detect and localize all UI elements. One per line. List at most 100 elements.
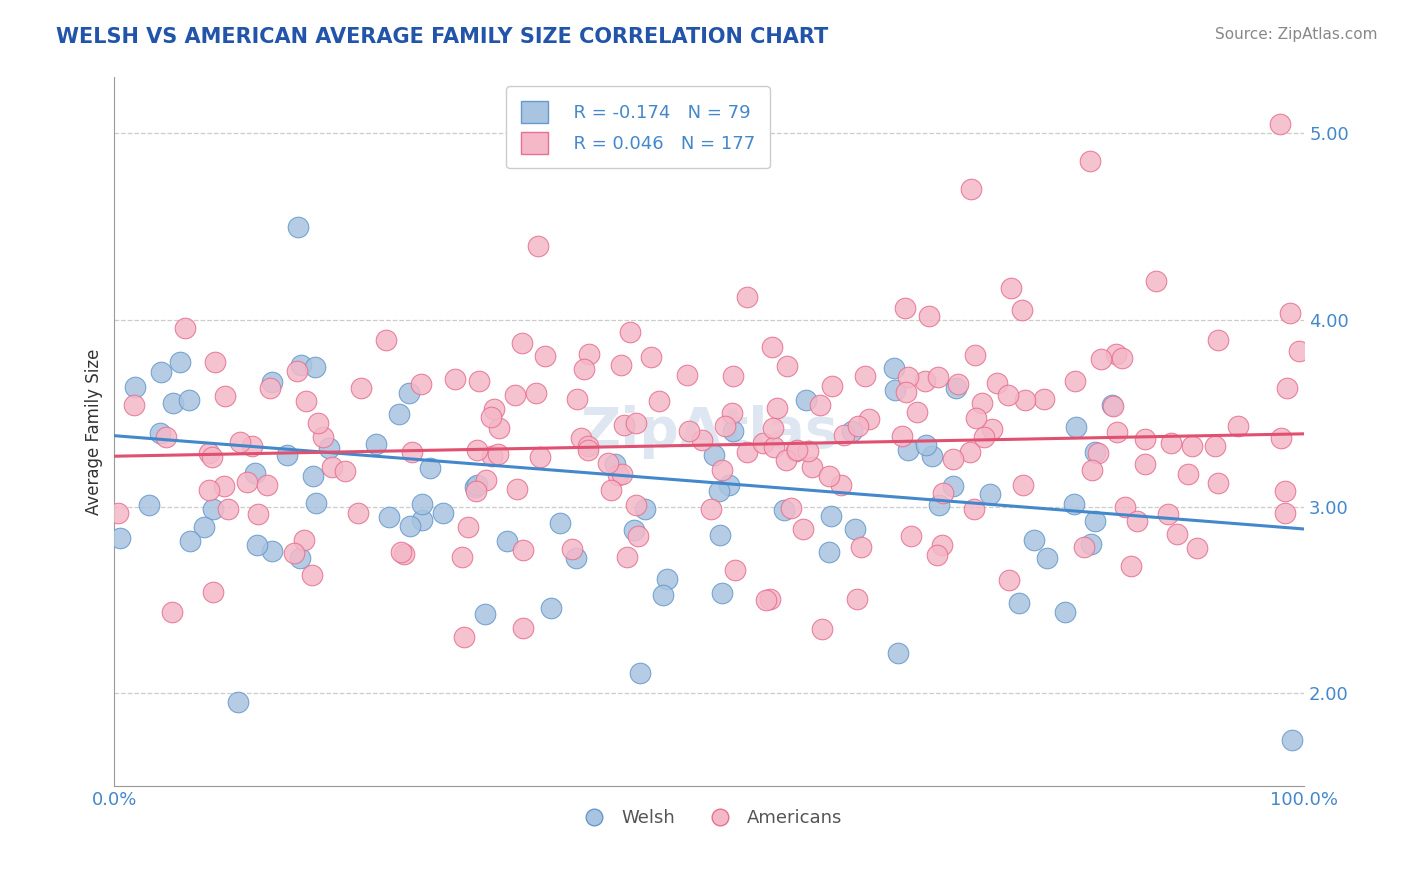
Point [896, 370, 918, 384]
Point [150, 365, 173, 379]
Point [616, 549, 638, 564]
Point [763, 440, 786, 454]
Point [1281, 732, 1303, 747]
Point [287, 219, 309, 234]
Point [832, 427, 855, 442]
Point [321, 460, 343, 475]
Point [1160, 436, 1182, 450]
Point [690, 433, 713, 447]
Point [821, 379, 844, 393]
Point [927, 370, 949, 384]
Point [858, 412, 880, 426]
Point [312, 430, 335, 444]
Point [979, 487, 1001, 501]
Point [724, 564, 747, 578]
Point [212, 479, 235, 493]
Point [506, 483, 529, 497]
Point [800, 459, 823, 474]
Point [721, 406, 744, 420]
Point [578, 347, 600, 361]
Point [512, 542, 534, 557]
Point [1084, 445, 1107, 459]
Point [346, 506, 368, 520]
Point [884, 383, 907, 397]
Point [709, 528, 731, 542]
Point [845, 592, 868, 607]
Point [548, 516, 571, 531]
Point [401, 445, 423, 459]
Point [301, 567, 323, 582]
Point [973, 430, 995, 444]
Point [914, 375, 936, 389]
Point [818, 545, 841, 559]
Point [986, 376, 1008, 391]
Point [1206, 476, 1229, 491]
Point [786, 442, 808, 457]
Point [162, 396, 184, 410]
Point [766, 401, 789, 415]
Point [1008, 596, 1031, 610]
Point [1180, 439, 1202, 453]
Point [198, 483, 221, 497]
Point [201, 450, 224, 464]
Point [759, 591, 782, 606]
Point [197, 446, 219, 460]
Point [599, 483, 621, 497]
Point [1133, 457, 1156, 471]
Point [292, 533, 315, 547]
Point [652, 588, 675, 602]
Point [776, 359, 799, 373]
Point [1157, 508, 1180, 522]
Point [246, 507, 269, 521]
Point [773, 503, 796, 517]
Point [394, 547, 416, 561]
Point [1090, 351, 1112, 366]
Point [226, 695, 249, 709]
Text: Source: ZipAtlas.com: Source: ZipAtlas.com [1215, 27, 1378, 42]
Point [1274, 506, 1296, 520]
Point [717, 478, 740, 492]
Point [894, 301, 917, 316]
Point [444, 372, 467, 386]
Point [375, 333, 398, 347]
Point [914, 438, 936, 452]
Point [193, 519, 215, 533]
Point [755, 593, 778, 607]
Point [928, 498, 950, 512]
Point [262, 376, 284, 390]
Point [605, 458, 627, 472]
Point [488, 421, 510, 435]
Point [634, 502, 657, 516]
Point [453, 630, 475, 644]
Point [350, 381, 373, 395]
Point [818, 468, 841, 483]
Point [970, 396, 993, 410]
Point [841, 424, 863, 438]
Point [921, 449, 943, 463]
Point [657, 572, 679, 586]
Point [1274, 484, 1296, 499]
Point [318, 441, 340, 455]
Point [510, 336, 533, 351]
Point [887, 646, 910, 660]
Point [830, 478, 852, 492]
Point [576, 442, 599, 457]
Point [479, 409, 502, 424]
Point [561, 542, 583, 557]
Point [564, 550, 586, 565]
Point [245, 466, 267, 480]
Point [179, 533, 201, 548]
Point [1053, 605, 1076, 619]
Point [905, 405, 928, 419]
Point [149, 425, 172, 440]
Point [710, 463, 733, 477]
Point [276, 448, 298, 462]
Point [1078, 154, 1101, 169]
Point [214, 389, 236, 403]
Point [486, 447, 509, 461]
Point [1073, 540, 1095, 554]
Point [475, 473, 498, 487]
Point [610, 358, 633, 372]
Point [1275, 381, 1298, 395]
Point [735, 444, 758, 458]
